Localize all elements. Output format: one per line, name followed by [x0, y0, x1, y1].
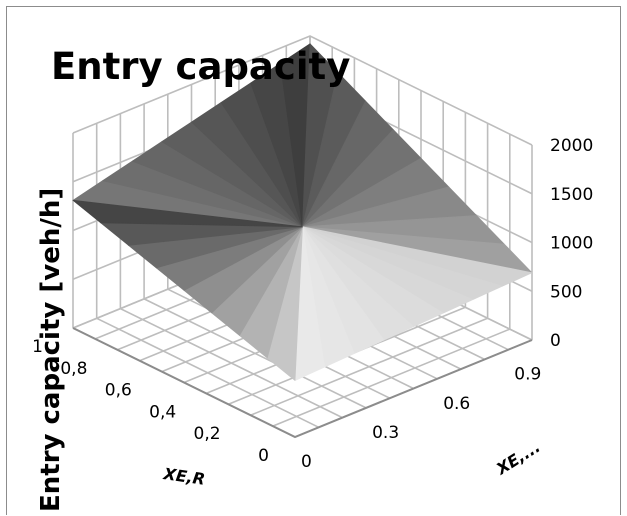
- x-tick-label: 0,6: [105, 381, 132, 401]
- z-axis-label: Entry capacity [veh/h]: [36, 188, 66, 512]
- x-tick-label: 0: [258, 446, 269, 466]
- x-tick-label: 0,2: [194, 424, 221, 444]
- z-tick-label: 1000: [550, 234, 593, 254]
- y-tick-label: 0: [301, 452, 312, 472]
- entry-capacity-3d-chart: 0 500 1000 1500 2000 0 0,2 0,4 0,6 0,8 1 0 0.3 0.6 0.9…: [32, 35, 593, 512]
- surface-front-left-facet: [72, 199, 303, 228]
- z-tick-label: 0: [550, 331, 561, 351]
- z-tick-label: 2000: [550, 136, 593, 156]
- floor-edge: [72, 327, 533, 439]
- wall-horizontal-grid-line: [72, 35, 533, 146]
- x-tick-label: 1: [32, 337, 43, 357]
- x-axis-label: XE,R: [161, 464, 206, 489]
- z-tick-label: 1500: [550, 185, 593, 205]
- chart-title: Entry capacity: [51, 45, 350, 88]
- chart-frame: 0 500 1000 1500 2000 0 0,2 0,4 0,6 0,8 1 0 0.3 0.6 0.9…: [6, 6, 621, 515]
- y-tick-label: 0.6: [443, 394, 470, 414]
- y-tick-label: 0.9: [514, 365, 541, 385]
- x-tick-label: 0,4: [149, 402, 176, 422]
- tick-labels: 0 500 1000 1500 2000 0 0,2 0,4 0,6 0,8 1 0 0.3 0.6 0.9: [32, 136, 593, 472]
- y-axis-label: XE,...: [492, 437, 543, 479]
- x-tick-label: 0,8: [60, 359, 87, 379]
- surface-plot: [72, 43, 533, 381]
- z-tick-label: 500: [550, 282, 582, 302]
- y-tick-label: 0.3: [372, 423, 399, 443]
